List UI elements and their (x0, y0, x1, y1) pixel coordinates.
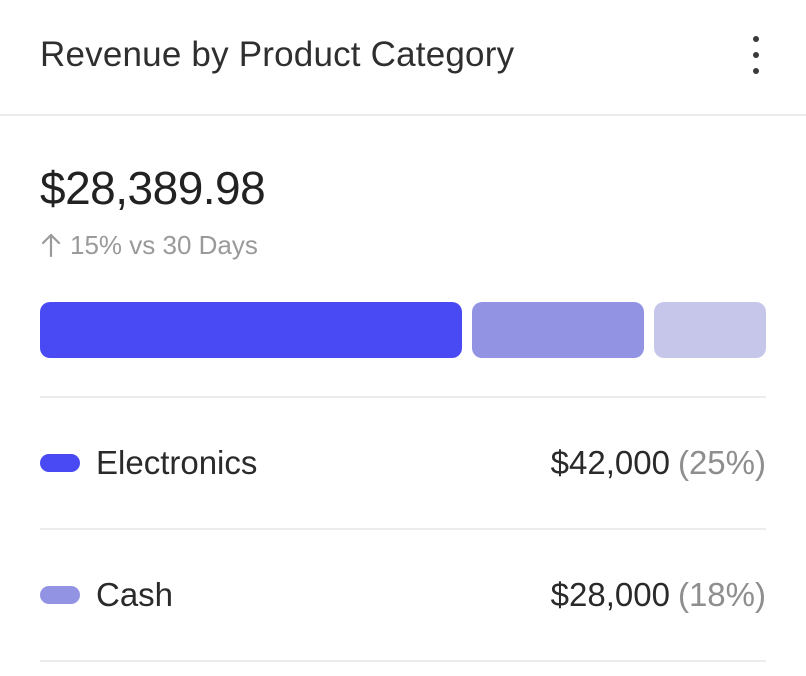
category-bar (40, 302, 766, 358)
divider (40, 660, 766, 662)
card-title: Revenue by Product Category (40, 35, 515, 74)
more-vertical-icon[interactable] (744, 30, 768, 80)
legend-item-electronics: Electronics $42,000 (25%) (40, 398, 766, 528)
total-revenue: $28,389.98 (40, 162, 266, 214)
card-body: $28,389.98 15% vs 30 Days Electronics $4… (0, 162, 806, 662)
change-text: 15% vs 30 Days (70, 230, 258, 260)
divider (40, 396, 766, 398)
legend-value: $42,000 (550, 444, 670, 481)
bar-segment-electronics[interactable] (40, 302, 462, 358)
legend-label: Electronics (96, 444, 258, 481)
legend-label: Cash (96, 576, 174, 613)
arrow-up-icon (41, 233, 61, 258)
card-header: Revenue by Product Category (0, 0, 806, 116)
menu-dot (753, 68, 759, 74)
change-indicator: 15% vs 30 Days (40, 230, 766, 260)
legend-percent: (18%) (677, 576, 766, 613)
legend-percent: (25%) (677, 444, 766, 481)
menu-dot (753, 52, 759, 58)
divider (40, 528, 766, 530)
electronics-swatch (40, 454, 80, 472)
legend-item-cash: Cash $28,000 (18%) (40, 530, 766, 660)
cash-swatch (40, 586, 80, 604)
bar-segment-cash[interactable] (472, 302, 644, 358)
menu-dot (753, 36, 759, 42)
bar-segment-other[interactable] (654, 302, 766, 358)
legend-value: $28,000 (550, 576, 670, 613)
